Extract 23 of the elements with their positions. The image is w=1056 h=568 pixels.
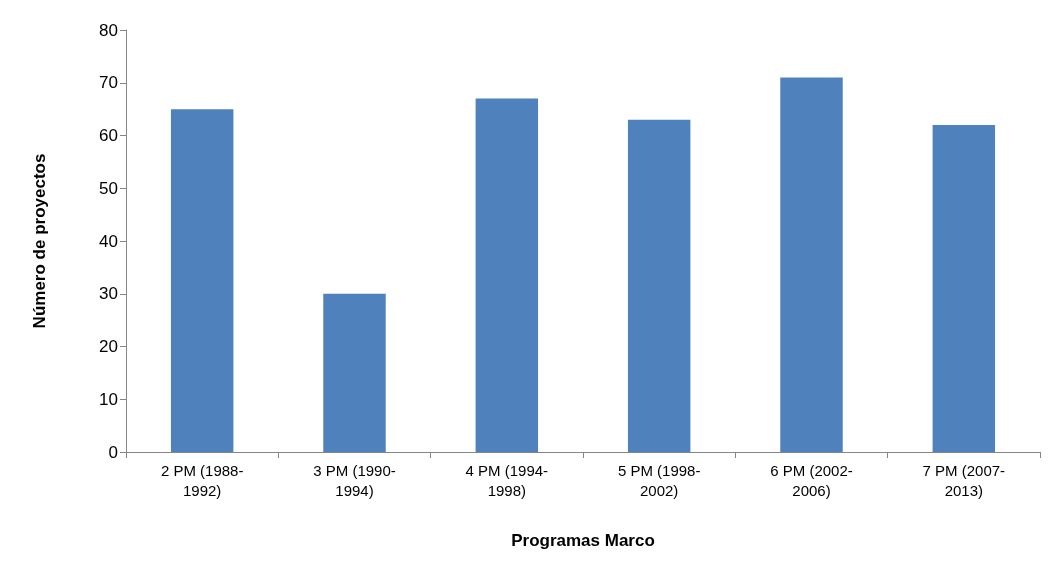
y-tick-label: 20 (99, 337, 118, 356)
bar (627, 119, 691, 452)
y-tick-label: 80 (99, 20, 118, 40)
bar (170, 109, 234, 452)
y-tick-label: 70 (99, 73, 118, 93)
y-tick-label: 10 (99, 389, 118, 409)
x-axis-title: Programas Marco (511, 531, 655, 550)
x-tick-label: 7 PM (2007-2013) (922, 461, 1006, 499)
bar (780, 77, 843, 452)
y-axis-title: Número de proyectos (30, 153, 49, 329)
x-tick-label: 4 PM (1994-1998) (465, 461, 549, 499)
y-tick-label: 40 (99, 231, 118, 251)
bar (475, 98, 539, 452)
x-tick-label: 6 PM (2002-2006) (770, 461, 853, 499)
bar (323, 293, 386, 452)
x-tick-label: 5 PM (1998-2002) (617, 461, 701, 499)
bar (932, 124, 996, 452)
y-tick-label: 0 (108, 442, 118, 462)
y-tick-label: 30 (99, 284, 118, 304)
y-tick-label: 60 (99, 126, 118, 145)
x-tick-label: 2 PM (1988-1992) (160, 461, 244, 499)
x-tick-label: 3 PM (1990-1994) (313, 461, 396, 499)
y-tick-label: 50 (99, 178, 118, 198)
